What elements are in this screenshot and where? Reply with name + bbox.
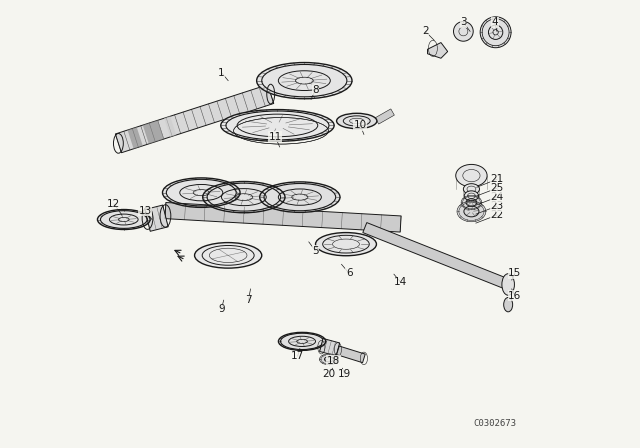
Text: 23: 23: [490, 201, 504, 211]
Text: 24: 24: [490, 192, 504, 202]
Text: 5: 5: [312, 246, 319, 256]
Text: 3: 3: [460, 17, 467, 27]
Ellipse shape: [316, 233, 376, 256]
Text: 16: 16: [508, 291, 522, 301]
Text: 1: 1: [218, 68, 225, 78]
Ellipse shape: [256, 62, 353, 99]
Ellipse shape: [502, 274, 515, 295]
Text: 25: 25: [490, 183, 504, 193]
Ellipse shape: [456, 164, 487, 187]
Text: 6: 6: [346, 268, 353, 278]
Ellipse shape: [97, 209, 150, 230]
Ellipse shape: [319, 354, 339, 365]
Polygon shape: [337, 346, 365, 363]
Text: 8: 8: [312, 85, 319, 95]
Polygon shape: [164, 116, 176, 137]
Ellipse shape: [337, 113, 377, 129]
Text: 18: 18: [327, 356, 340, 366]
Text: 4: 4: [492, 17, 498, 27]
Polygon shape: [375, 109, 394, 124]
Text: C0302673: C0302673: [473, 419, 516, 428]
Text: 22: 22: [490, 210, 504, 220]
Polygon shape: [428, 43, 448, 58]
Text: 21: 21: [490, 174, 504, 184]
Polygon shape: [363, 223, 510, 289]
Ellipse shape: [463, 184, 479, 194]
Ellipse shape: [195, 243, 262, 268]
Ellipse shape: [464, 191, 479, 201]
Ellipse shape: [220, 109, 335, 142]
Ellipse shape: [454, 22, 473, 41]
Ellipse shape: [259, 182, 340, 212]
Ellipse shape: [504, 297, 513, 312]
Text: 20: 20: [323, 369, 335, 379]
Ellipse shape: [202, 181, 285, 213]
Polygon shape: [143, 120, 164, 144]
Text: 11: 11: [269, 132, 282, 142]
Ellipse shape: [480, 17, 511, 48]
Text: 10: 10: [354, 121, 367, 130]
Ellipse shape: [457, 201, 486, 222]
Polygon shape: [127, 127, 143, 149]
Ellipse shape: [278, 332, 326, 350]
Ellipse shape: [162, 178, 241, 207]
Text: 7: 7: [245, 295, 252, 305]
Ellipse shape: [461, 195, 482, 210]
Text: 12: 12: [108, 199, 120, 209]
Text: 2: 2: [422, 26, 429, 36]
Text: 14: 14: [394, 277, 407, 287]
Text: 17: 17: [291, 351, 304, 361]
Polygon shape: [319, 339, 340, 356]
Text: 19: 19: [338, 369, 351, 379]
Text: 9: 9: [218, 304, 225, 314]
Polygon shape: [115, 85, 274, 153]
Polygon shape: [145, 205, 168, 231]
Text: 15: 15: [508, 268, 522, 278]
Polygon shape: [165, 202, 401, 232]
Text: 13: 13: [139, 206, 152, 215]
